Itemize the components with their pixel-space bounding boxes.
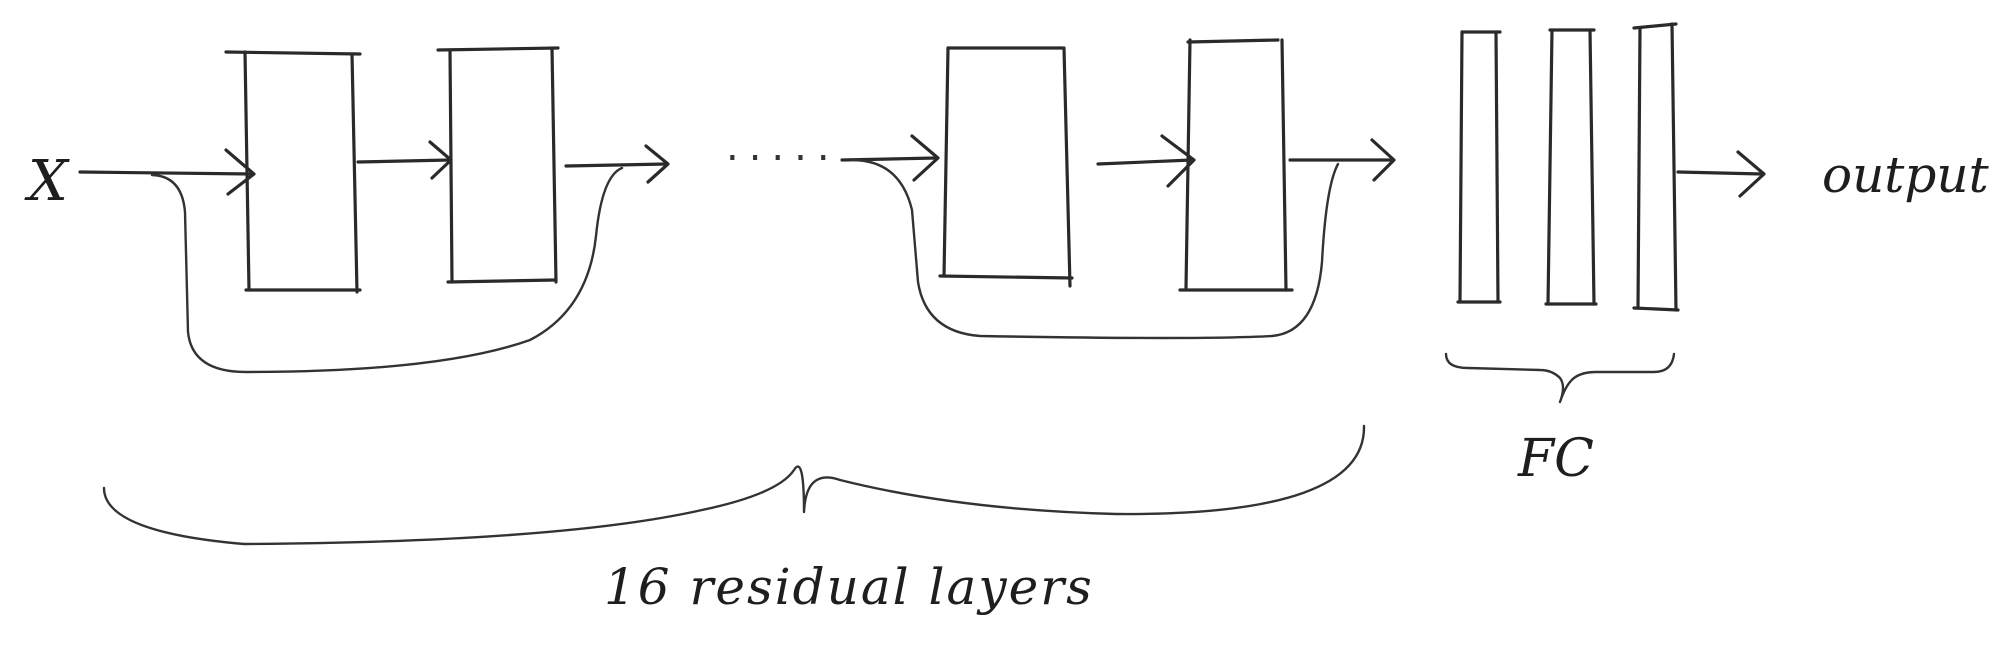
residual-layers-brace bbox=[102, 424, 1366, 546]
fc-layer-2 bbox=[1544, 28, 1598, 306]
input-arrow bbox=[78, 148, 256, 196]
output-arrow bbox=[1676, 150, 1766, 198]
fc-brace bbox=[1444, 352, 1676, 404]
arrow-2-out bbox=[564, 144, 670, 184]
fc-layer-3 bbox=[1632, 22, 1680, 312]
skip-connection-2 bbox=[850, 158, 1340, 340]
fc-layer-1 bbox=[1456, 30, 1502, 304]
residual-block-1 bbox=[224, 50, 362, 294]
residual-layers-label: 16 residual layers bbox=[604, 558, 1094, 616]
layer-ellipsis: ..... bbox=[726, 124, 840, 170]
arrow-3-4 bbox=[1096, 134, 1196, 188]
output-label: output bbox=[1822, 146, 1990, 204]
residual-block-4 bbox=[1178, 38, 1294, 292]
residual-block-2 bbox=[436, 46, 560, 284]
input-label: X bbox=[24, 149, 70, 214]
fc-label: FC bbox=[1517, 429, 1594, 489]
residual-block-3 bbox=[938, 46, 1074, 288]
arrow-4-out bbox=[1288, 138, 1396, 182]
arrow-into-block-3 bbox=[840, 134, 940, 182]
skip-connection-1 bbox=[150, 166, 624, 374]
arrow-1-2 bbox=[356, 140, 453, 180]
